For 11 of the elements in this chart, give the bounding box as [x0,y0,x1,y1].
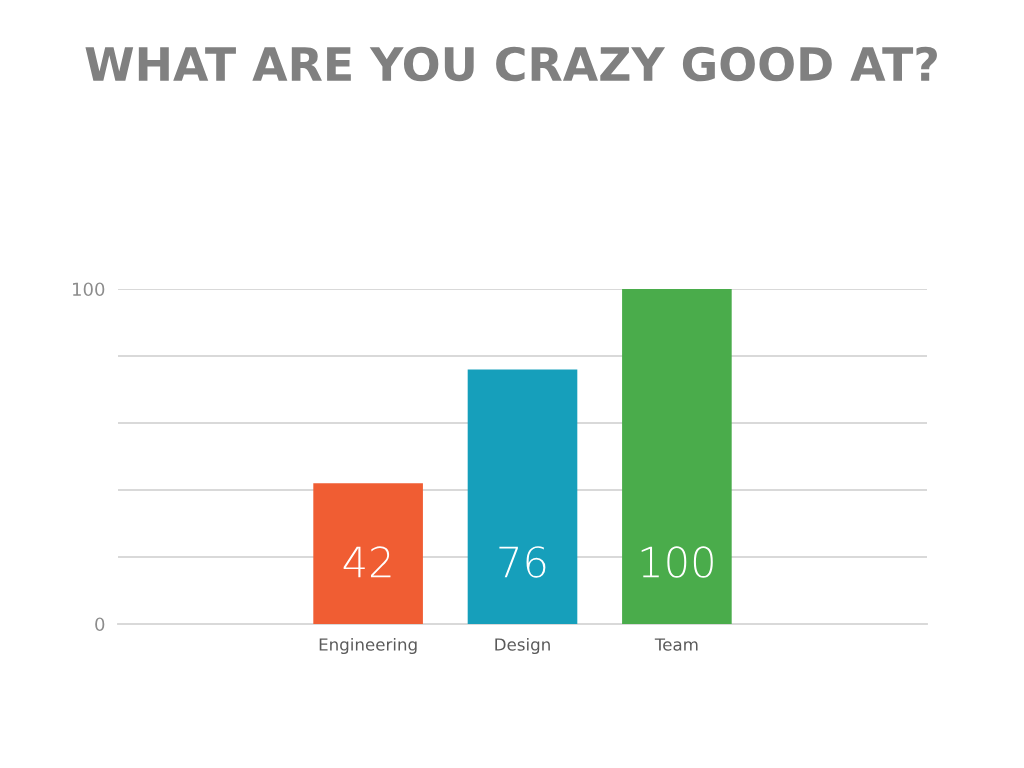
data-label: 76 [499,546,546,578]
y-tick-label: 0 [95,617,105,632]
bar [313,483,423,624]
bar [467,369,578,624]
x-tick-label: Design [495,637,550,655]
x-tick-label: Engineering [319,637,417,655]
data-label: 42 [343,546,391,578]
chart-title: WHAT ARE YOU CRAZY GOOD AT? [85,46,937,82]
bar [622,289,732,624]
data-label: 100 [641,546,713,578]
x-tick-label: Team [654,638,698,651]
